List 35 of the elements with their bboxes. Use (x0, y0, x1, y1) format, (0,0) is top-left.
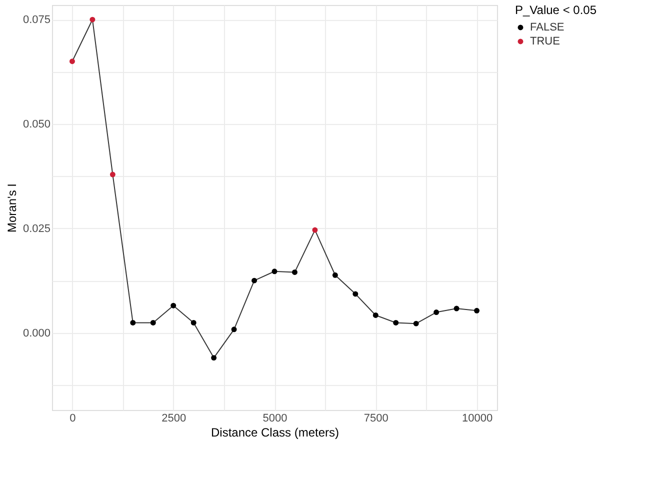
point (292, 269, 298, 275)
point (231, 326, 237, 332)
legend-title: P_Value < 0.05 (515, 3, 597, 17)
x-tick-label: 10000 (462, 412, 493, 424)
point (130, 320, 136, 326)
point (170, 302, 176, 308)
y-tick-label: 0.000 (22, 327, 50, 340)
point (211, 355, 217, 361)
point (252, 278, 258, 284)
point (434, 310, 440, 316)
y-axis-title: Moran's I (4, 184, 19, 232)
point (372, 312, 378, 318)
x-tick-label: 7500 (364, 412, 388, 424)
point (110, 172, 116, 178)
point (393, 320, 399, 326)
y-tick-label: 0.075 (22, 14, 50, 26)
legend-label: FALSE (530, 22, 564, 34)
point (474, 308, 480, 314)
point (312, 227, 318, 233)
point (454, 306, 460, 312)
point (150, 320, 156, 326)
y-tick-label: 0.050 (22, 118, 50, 130)
x-axis-title: Distance Class (meters) (210, 426, 340, 440)
point (69, 58, 75, 64)
x-tick-label: 5000 (262, 412, 288, 424)
point (190, 320, 196, 326)
point (352, 291, 358, 297)
legend-label: TRUE (530, 36, 560, 48)
point (413, 320, 419, 326)
point (272, 268, 278, 274)
y-tick-label: 0.025 (22, 222, 50, 235)
point (90, 16, 96, 22)
point (332, 272, 338, 278)
x-tick-label: 2500 (162, 412, 186, 424)
x-tick-label: 0 (70, 412, 76, 424)
